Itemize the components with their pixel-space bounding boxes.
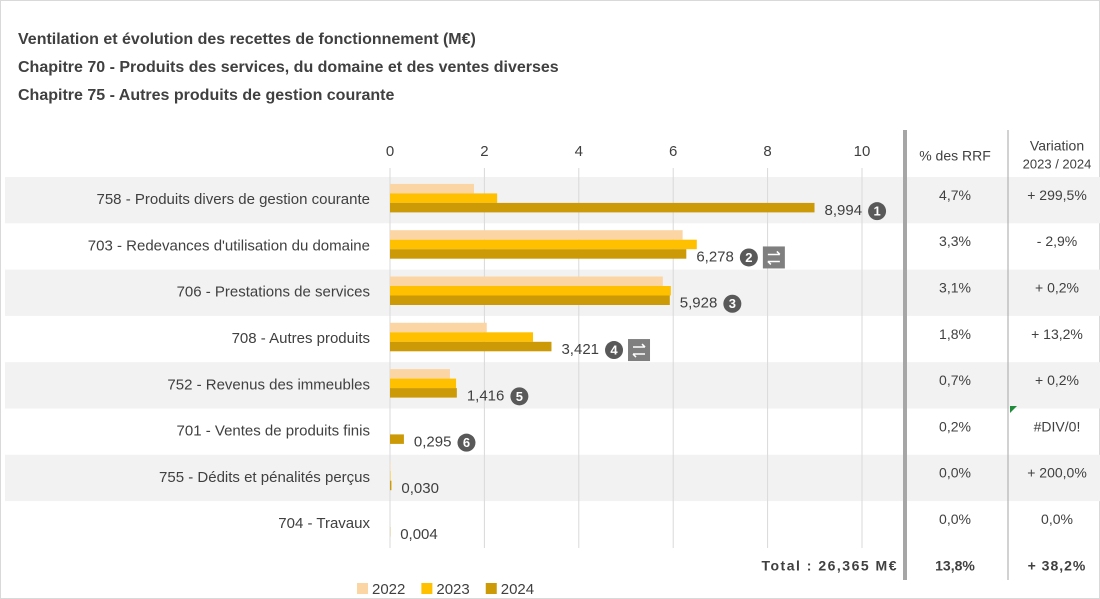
swap-icon (762, 246, 785, 269)
value-label: 0,295 (414, 434, 452, 451)
row-band (5, 362, 1100, 409)
bar (390, 378, 457, 389)
bar (390, 286, 671, 296)
legend-swatch (421, 583, 433, 594)
legend-label: 2022 (372, 581, 405, 598)
rank-label: 2 (745, 250, 752, 265)
bar (390, 202, 815, 213)
bar (390, 369, 450, 379)
legend-label: 2024 (501, 581, 534, 598)
category-label: 755 - Dédits et pénalités perçus (159, 469, 370, 486)
bar (390, 341, 552, 352)
x-tick-label: 4 (575, 143, 583, 160)
legend-swatch (485, 583, 497, 594)
variation-cell: - 2,9% (1037, 233, 1077, 249)
category-label: 708 - Autres produits (232, 330, 370, 347)
bar (390, 322, 487, 333)
variation-cell: 0,0% (1041, 511, 1073, 527)
value-label: 3,421 (561, 341, 599, 358)
category-label: 758 - Produits divers de gestion courant… (97, 191, 371, 208)
variation-cell: + 299,5% (1027, 187, 1087, 203)
variation-cell: + 13,2% (1031, 326, 1083, 342)
legend-label: 2023 (436, 581, 469, 598)
bar (390, 434, 404, 444)
rank-label: 6 (463, 435, 470, 450)
share-cell: 0,7% (939, 372, 971, 388)
chart-subtitle: Chapitre 70 - Produits des services, du … (18, 59, 559, 76)
total-share: 13,8% (935, 558, 975, 574)
share-cell: 1,8% (939, 326, 971, 342)
bar (390, 276, 663, 286)
x-tick-label: 6 (669, 143, 677, 160)
x-tick-label: 2 (480, 143, 488, 160)
rank-label: 3 (729, 296, 736, 311)
rank-badge (868, 202, 887, 221)
bar (390, 230, 683, 240)
rank-badge (510, 387, 529, 406)
column-header: 2023 / 2024 (1023, 156, 1092, 171)
bar (390, 332, 534, 342)
row-band (5, 454, 1100, 502)
share-cell: 4,7% (939, 187, 971, 203)
chart-title: Ventilation et évolution des recettes de… (18, 31, 476, 48)
swap-icon-arrows (767, 250, 781, 265)
legend-swatch (357, 583, 368, 594)
value-label: 0,030 (401, 480, 439, 497)
bar (390, 239, 697, 250)
rank-badge (457, 433, 476, 452)
category-label: 703 - Redevances d'utilisation du domain… (88, 237, 370, 254)
bar (390, 183, 475, 194)
chart-subtitle: Chapitre 75 - Autres produits de gestion… (18, 87, 394, 104)
swap-icon (628, 339, 651, 362)
share-cell: 0,0% (939, 465, 971, 481)
x-tick-label: 10 (854, 143, 871, 160)
share-cell: 3,3% (939, 233, 971, 249)
share-cell: 3,1% (939, 279, 971, 295)
share-cell: 0,2% (939, 418, 971, 434)
category-label: 701 - Ventes de produits finis (177, 423, 370, 440)
variation-cell: #DIV/0! (1034, 418, 1081, 434)
rank-badge (605, 341, 624, 360)
variation-cell: + 200,0% (1027, 465, 1087, 481)
value-label: 8,994 (825, 202, 863, 219)
total-variation: + 38,2% (1028, 558, 1087, 574)
value-label: 6,278 (696, 248, 734, 265)
x-tick-label: 8 (763, 143, 771, 160)
category-label: 706 - Prestations de services (177, 284, 370, 301)
bar (390, 193, 498, 203)
rank-label: 4 (610, 342, 618, 357)
value-label: 1,416 (467, 387, 505, 404)
value-label: 0,004 (400, 526, 438, 543)
x-tick-label: 0 (386, 143, 394, 160)
error-flag (1010, 406, 1017, 413)
bar (390, 388, 457, 398)
total-label: Total : 26,365 M€ (761, 558, 898, 574)
rank-label: 5 (516, 389, 523, 404)
column-header: % des RRF (919, 148, 991, 164)
value-label: 5,928 (680, 295, 718, 312)
column-header: Variation (1030, 138, 1084, 154)
row-band (5, 177, 1100, 224)
rank-badge (739, 248, 758, 267)
bar (390, 249, 687, 259)
variation-cell: + 0,2% (1035, 279, 1079, 295)
category-label: 704 - Travaux (278, 515, 370, 532)
swap-icon-arrows (632, 343, 646, 358)
bar (390, 480, 392, 491)
bar (390, 295, 670, 305)
variation-cell: + 0,2% (1035, 372, 1079, 388)
share-cell: 0,0% (939, 511, 971, 527)
rank-badge (723, 294, 742, 313)
rank-label: 1 (873, 204, 880, 219)
category-label: 752 - Revenus des immeubles (167, 376, 370, 393)
